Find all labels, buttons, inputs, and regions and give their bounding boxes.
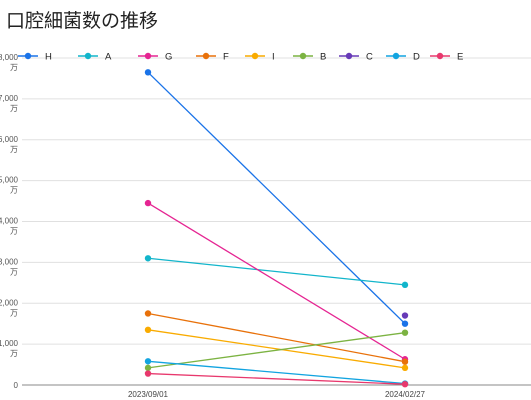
data-point[interactable] bbox=[401, 358, 409, 365]
legend-swatch-marker bbox=[345, 52, 353, 60]
legend-swatch-marker bbox=[202, 52, 210, 60]
gridlines bbox=[22, 57, 531, 386]
series-line bbox=[147, 312, 406, 363]
series-line bbox=[147, 257, 406, 286]
legend-item-b[interactable]: B bbox=[293, 52, 326, 63]
data-point[interactable] bbox=[144, 310, 152, 317]
x-axis: 2023/09/01 2024/02/27 bbox=[128, 390, 426, 399]
y-tick-unit: 万 bbox=[10, 63, 18, 72]
legend-item-a[interactable]: A bbox=[78, 52, 112, 63]
legend-swatch-marker bbox=[251, 52, 259, 60]
y-tick-unit: 万 bbox=[10, 104, 18, 113]
series-line bbox=[147, 372, 406, 385]
series-i bbox=[144, 326, 409, 372]
series-line bbox=[147, 332, 406, 369]
series-line bbox=[147, 202, 406, 360]
legend-swatch-marker bbox=[144, 52, 152, 60]
series-e bbox=[144, 370, 409, 388]
legend-item-d[interactable]: D bbox=[386, 52, 420, 63]
legend-label: G bbox=[165, 52, 172, 63]
series-h bbox=[144, 69, 409, 327]
y-tick-label: 1,000 bbox=[0, 339, 19, 348]
y-tick-unit: 万 bbox=[10, 267, 18, 276]
data-point[interactable] bbox=[144, 364, 152, 372]
x-tick-label: 2024/02/27 bbox=[385, 390, 426, 399]
data-point[interactable] bbox=[144, 69, 152, 76]
chart-title: 口腔細菌数の推移 bbox=[6, 10, 159, 32]
data-point[interactable] bbox=[401, 329, 409, 336]
legend-item-h[interactable]: H bbox=[18, 52, 52, 63]
y-tick-label: 7,000 bbox=[0, 94, 19, 103]
legend-label: I bbox=[272, 52, 275, 63]
data-point[interactable] bbox=[401, 380, 409, 388]
y-tick-label: 3,000 bbox=[0, 257, 19, 266]
data-point[interactable] bbox=[401, 320, 409, 327]
series-f bbox=[144, 310, 409, 365]
y-tick-unit: 万 bbox=[10, 145, 18, 154]
data-point[interactable] bbox=[144, 199, 152, 207]
legend-swatch-marker bbox=[299, 52, 307, 60]
legend-label: F bbox=[223, 52, 229, 63]
data-point[interactable] bbox=[144, 255, 152, 262]
y-axis: 01,000万2,000万3,000万4,000万5,000万6,000万7,0… bbox=[0, 53, 19, 390]
y-tick-unit: 万 bbox=[10, 227, 18, 236]
y-tick-unit: 万 bbox=[10, 349, 18, 358]
legend-swatch-marker bbox=[84, 52, 92, 60]
y-tick-label: 8,000 bbox=[0, 53, 19, 62]
series-line bbox=[147, 329, 406, 369]
data-point[interactable] bbox=[144, 370, 152, 377]
x-tick-label: 2023/09/01 bbox=[128, 390, 169, 399]
legend-label: C bbox=[366, 52, 373, 63]
legend-label: B bbox=[320, 52, 326, 63]
y-tick-label: 2,000 bbox=[0, 298, 19, 307]
legend-swatch-marker bbox=[436, 52, 444, 60]
series-c bbox=[401, 312, 409, 319]
series-a bbox=[144, 255, 409, 289]
legend-item-e[interactable]: E bbox=[430, 52, 463, 63]
series-lines bbox=[144, 69, 409, 388]
y-tick-label: 5,000 bbox=[0, 176, 19, 185]
legend-item-f[interactable]: F bbox=[196, 52, 229, 63]
legend-label: E bbox=[457, 52, 463, 63]
legend-item-i[interactable]: I bbox=[245, 52, 275, 63]
legend-item-g[interactable]: G bbox=[138, 52, 172, 63]
legend-item-c[interactable]: C bbox=[339, 52, 373, 63]
series-line bbox=[147, 71, 406, 325]
data-point[interactable] bbox=[401, 281, 409, 289]
series-b bbox=[144, 329, 409, 372]
legend-swatch-marker bbox=[24, 52, 32, 60]
data-point[interactable] bbox=[401, 312, 409, 319]
y-tick-label: 4,000 bbox=[0, 217, 19, 226]
y-tick-label: 6,000 bbox=[0, 135, 19, 144]
data-point[interactable] bbox=[144, 326, 152, 334]
y-tick-label: 0 bbox=[14, 381, 19, 390]
data-point[interactable] bbox=[144, 358, 152, 365]
legend-label: D bbox=[413, 52, 420, 63]
series-line bbox=[147, 360, 406, 385]
y-tick-unit: 万 bbox=[10, 186, 18, 195]
y-tick-unit: 万 bbox=[10, 308, 18, 317]
legend-swatch-marker bbox=[392, 52, 400, 60]
legend-label: A bbox=[105, 52, 112, 63]
data-point[interactable] bbox=[401, 364, 409, 372]
legend-label: H bbox=[45, 52, 52, 63]
